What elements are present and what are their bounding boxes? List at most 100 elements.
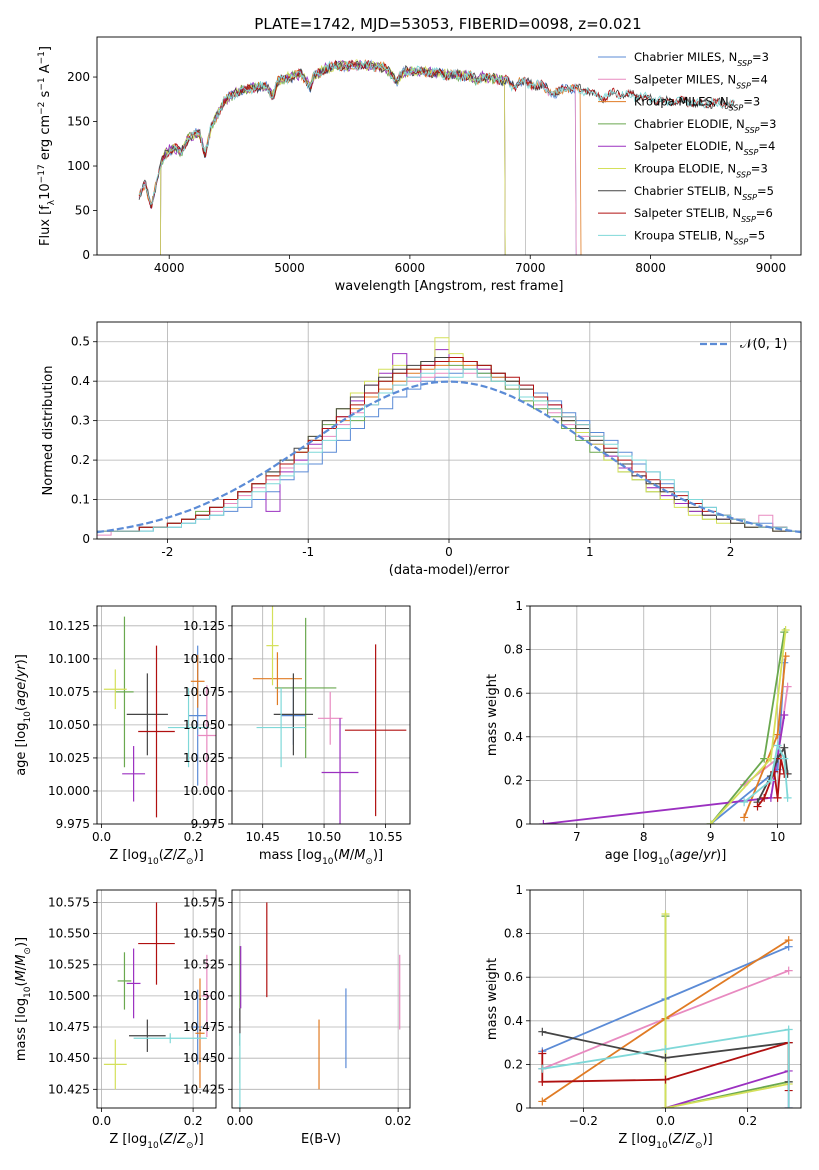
x-tick-label: 5000 (274, 261, 305, 275)
x-axis-label: Z [log10(Z/Z⊙)] (109, 1132, 203, 1151)
y-tick-label: 10.425 (48, 1082, 90, 1096)
y-tick-label: 100 (67, 159, 90, 173)
legend-nssp-value: 3 (760, 162, 767, 176)
y-tick-label: 200 (67, 70, 90, 84)
label-part: ( (14, 981, 29, 986)
y-tick-label: 10.425 (183, 1082, 225, 1096)
label-part: ( (334, 848, 339, 863)
label-part: 10 (23, 711, 33, 723)
weight-marker (538, 1049, 547, 1058)
legend-eq: = (752, 50, 762, 64)
y-tick-label: 9.975 (56, 817, 90, 831)
plot-area (103, 902, 212, 1090)
axes-frame (96, 321, 802, 540)
label-part: mass [log (14, 998, 29, 1061)
panel-spectrum: 4000 5000 6000 7000 8000 9000 0 50 100 150 200 Chab… (37, 36, 802, 294)
label-part: s (38, 90, 53, 101)
x-axis-label: Z [log10(Z/Z⊙)] (109, 848, 203, 867)
legend-label: Chabrier STELIB, NSSP=5 (634, 184, 774, 202)
legend-model: Chabrier STELIB (634, 184, 726, 198)
legend-model: Salpeter MILES (634, 72, 720, 86)
x-tick-label: -2 (161, 545, 173, 559)
legend-label: Kroupa STELIB, NSSP=5 (634, 228, 765, 246)
label-part: Z [log (109, 1132, 147, 1147)
weight-marker (766, 776, 775, 785)
y-tick-label: 0.3 (71, 414, 90, 428)
label-part: ⊙ (23, 947, 33, 955)
legend-label: Salpeter ELODIE, NSSP=4 (634, 139, 775, 157)
y-tick-label: 0.4 (504, 1014, 523, 1028)
x-tick-label: 0.2 (184, 830, 203, 844)
legend-n: , N (713, 95, 729, 109)
legend-n: , N (728, 139, 744, 153)
plot-area (97, 337, 801, 536)
weight-marker (770, 767, 779, 776)
legend-nssp-value: 4 (768, 139, 775, 153)
y-axis-label: Normed distribution (41, 366, 56, 496)
label-part: ⊙ (695, 1141, 703, 1151)
weight-line (710, 629, 787, 824)
legend-label: 𝒩(0, 1) (740, 337, 787, 352)
legend-n: , N (721, 50, 737, 64)
x-tick-label: 0.0 (92, 1114, 111, 1128)
axes-frame (231, 889, 411, 1109)
label-part: / (173, 1132, 178, 1147)
y-tick-label: 9.975 (191, 817, 225, 831)
label-part: mass weight (485, 958, 500, 1040)
x-tick-label: 9000 (756, 261, 787, 275)
y-tick-label: 10.050 (48, 718, 90, 732)
weight-marker (753, 802, 762, 811)
label-part: 10 (658, 857, 670, 867)
label-part: M (14, 970, 29, 981)
label-part: Z [log (618, 1132, 656, 1147)
x-tick-label: 7000 (515, 261, 546, 275)
legend-nssp-value: 6 (765, 206, 772, 220)
label-part: age (674, 848, 698, 863)
legend-ssp: SSP (737, 59, 752, 68)
spectrum-line (138, 59, 735, 209)
axes-frame (96, 889, 217, 1109)
y-tick-label: 10.500 (183, 989, 225, 1003)
x-tick-label: −0.2 (569, 1114, 598, 1128)
weight-marker (784, 1025, 793, 1034)
legend-nssp-value: 3 (769, 117, 776, 131)
spectrum-line (138, 60, 577, 255)
label-part: Z (176, 848, 187, 863)
legend-model: Kroupa ELODIE (634, 162, 720, 176)
label-part: 10 (656, 1141, 668, 1151)
x-axis-label: mass [log10(M/M⊙)] (259, 848, 383, 867)
label-part: −1 (37, 77, 47, 90)
legend-ssp: SSP (736, 170, 751, 179)
weight-marker (661, 1075, 670, 1084)
x-axis-label: age [log10(age/yr)] (605, 848, 727, 867)
axes-frame (96, 36, 802, 256)
label-part: / (699, 848, 704, 863)
y-tick-label: 10.550 (183, 927, 225, 941)
panel-residuals: -2 -1 0 1 2 0 0.1 0.2 0.3 0.4 0.5 𝒩(0, 1) (data-mode… (41, 321, 802, 578)
legend-nssp-value: 4 (760, 72, 767, 86)
label-part: ⊙ (186, 1141, 194, 1151)
y-axis-label: mass weight (485, 674, 500, 756)
y-tick-label: 10.525 (48, 958, 90, 972)
axes-frame (529, 605, 802, 825)
label-part: ( (14, 706, 29, 711)
y-tick-label: 10.000 (48, 784, 90, 798)
panel-age_vs_mass: 10.45 10.50 10.55 9.975 10.000 10.025 10.050 10… (183, 605, 411, 867)
label-part: Z [log (109, 848, 147, 863)
legend-label: Kroupa ELODIE, NSSP=3 (634, 162, 768, 180)
label-part: ⊙ (186, 857, 194, 867)
x-axis-label: Z [log10(Z/Z⊙)] (618, 1132, 712, 1151)
y-tick-label: 0.1 (71, 493, 90, 507)
y-tick-label: 0 (515, 1101, 523, 1115)
legend-model: Chabrier MILES (634, 50, 721, 64)
weight-marker (740, 798, 749, 807)
weight-marker (781, 625, 790, 634)
y-tick-label: 10.025 (183, 751, 225, 765)
label-part: age (14, 682, 29, 706)
x-tick-label: -1 (302, 545, 314, 559)
y-tick-label: 10.450 (48, 1051, 90, 1065)
weight-marker (780, 743, 789, 752)
weight-marker (783, 682, 792, 691)
label-part: / (14, 677, 29, 682)
